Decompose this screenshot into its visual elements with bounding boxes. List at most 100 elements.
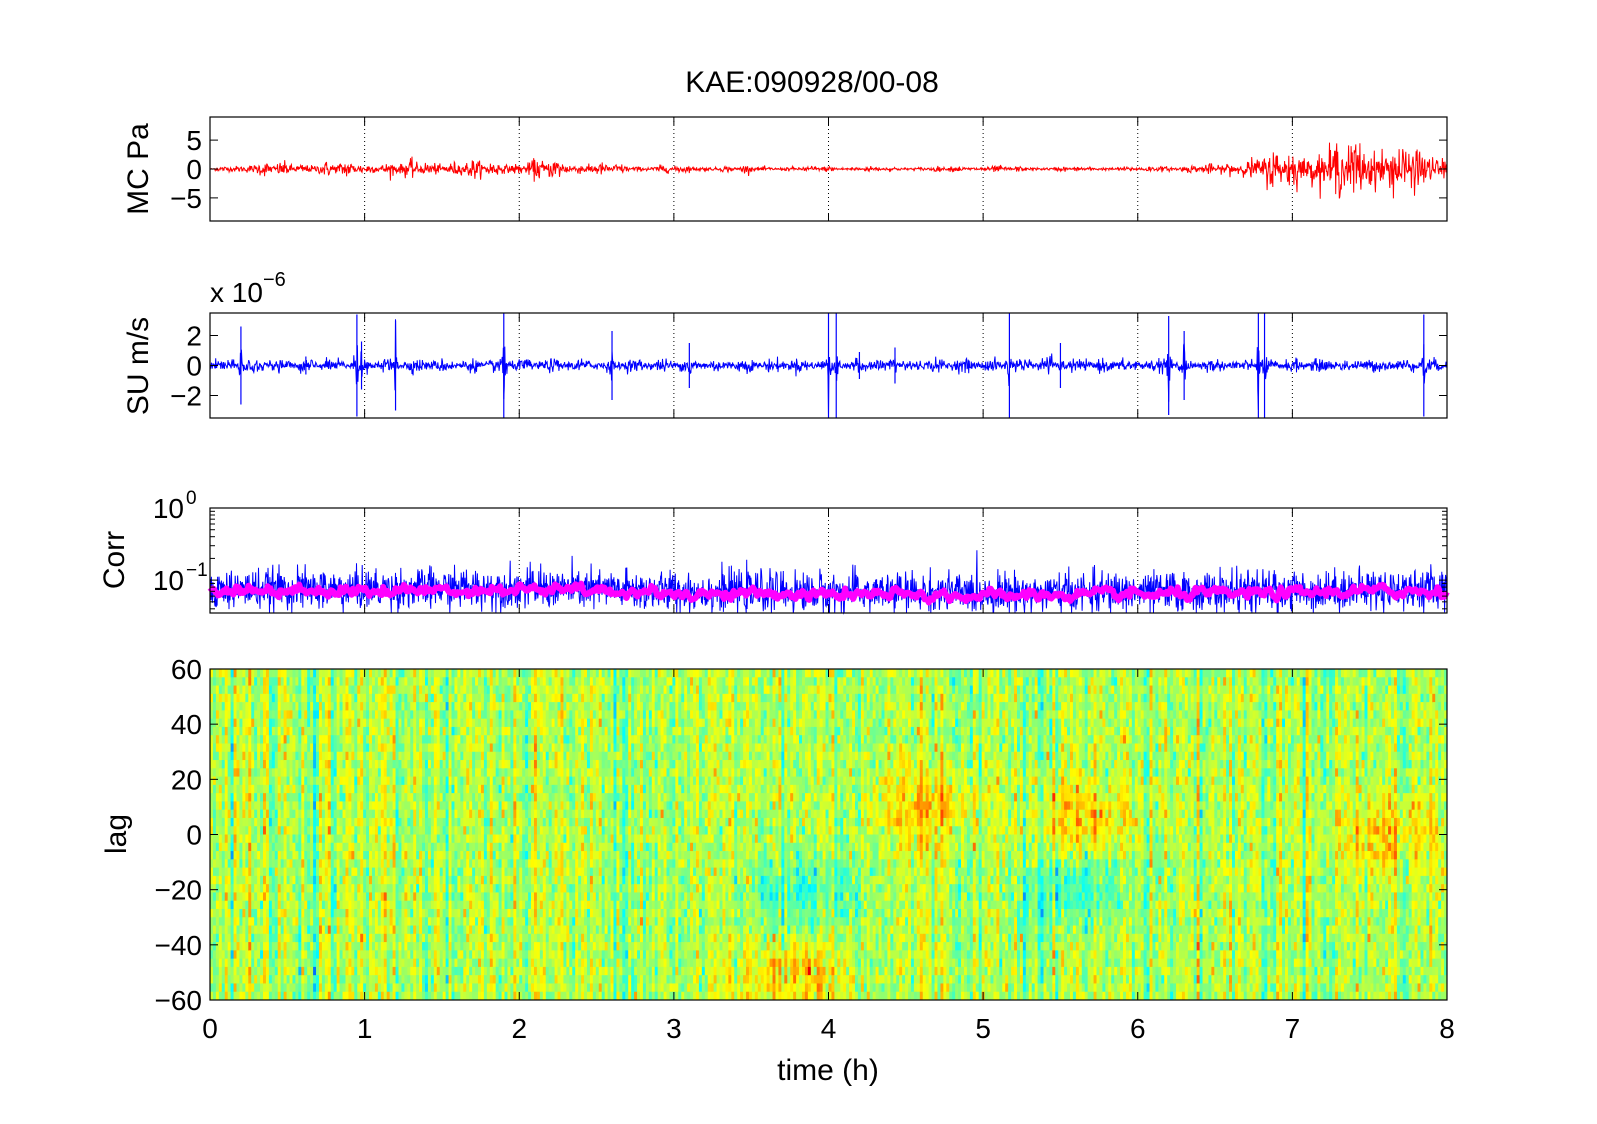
heatmap-cell — [254, 917, 258, 927]
heatmap-cell — [236, 859, 241, 869]
heatmap-cell — [366, 925, 370, 935]
heatmap-cell — [298, 710, 302, 720]
heatmap-cell — [339, 760, 344, 769]
heatmap-cell — [301, 784, 305, 794]
heatmap-cell — [427, 826, 432, 836]
heatmap-cell — [395, 991, 400, 1000]
corr-axes-frame — [209, 507, 1448, 614]
heatmap-cell — [260, 884, 264, 894]
heatmap-cell — [401, 834, 405, 844]
heatmap-cell — [265, 702, 270, 711]
heatmap-cell — [283, 801, 288, 811]
heatmap-cell — [369, 942, 373, 951]
heatmap-cell — [348, 892, 352, 902]
heatmap-cell — [351, 884, 355, 894]
heatmap-cell — [324, 966, 329, 976]
heatmap-cell — [430, 826, 435, 836]
heatmap-cell — [410, 710, 414, 720]
heatmap-cell — [242, 776, 246, 786]
heatmap-cell — [233, 685, 238, 695]
heatmap-cell — [280, 784, 285, 794]
heatmap-cell — [377, 726, 382, 736]
heatmap-cell — [236, 784, 241, 794]
heatmap-cell — [221, 851, 226, 860]
heatmap-cell — [212, 776, 217, 786]
heatmap-cell — [263, 942, 267, 951]
heatmap-cell — [233, 768, 238, 778]
heatmap-cell — [242, 917, 246, 927]
heatmap-cell — [386, 900, 391, 910]
heatmap-cell — [416, 817, 420, 827]
heatmap-cell — [274, 768, 279, 778]
heatmap-cell — [283, 677, 288, 687]
heatmap-cell — [295, 817, 299, 827]
heatmap-cell — [268, 842, 273, 852]
heatmap-cell — [413, 793, 417, 803]
heatmap-cell — [295, 826, 299, 836]
heatmap-cell — [271, 834, 276, 844]
heatmap-cell — [301, 975, 305, 985]
heatmap-cell — [274, 842, 279, 852]
heatmap-cell — [268, 793, 273, 803]
heatmap-cell — [374, 710, 379, 720]
heatmap-cell — [339, 875, 344, 885]
heatmap-cell — [313, 685, 317, 695]
heatmap-cell — [401, 760, 405, 769]
heatmap-cell — [398, 950, 403, 960]
heatmap-cell — [380, 925, 385, 935]
y-tick-label: 5 — [186, 125, 202, 156]
heatmap-cell — [422, 867, 426, 877]
heatmap-cell — [404, 950, 408, 960]
heatmap-cell — [212, 875, 217, 885]
heatmap-cell — [357, 801, 361, 811]
heatmap-cell — [233, 859, 238, 869]
heatmap-cell — [371, 991, 376, 1000]
heatmap-cell — [398, 768, 403, 778]
heatmap-cell — [230, 983, 235, 993]
heatmap-cell — [248, 966, 252, 976]
heatmap-cell — [380, 908, 385, 918]
heatmap-cell — [318, 900, 323, 910]
heatmap-cell — [336, 793, 341, 803]
heatmap-cell — [245, 942, 249, 951]
heatmap-cell — [289, 776, 294, 786]
heatmap-cell — [212, 751, 217, 761]
heatmap-cell — [283, 842, 288, 852]
heatmap-cell — [422, 793, 426, 803]
heatmap-cell — [398, 842, 403, 852]
heatmap-cell — [212, 842, 217, 852]
heatmap-cell — [280, 768, 285, 778]
heatmap-cell — [330, 710, 335, 720]
heatmap-cell — [280, 842, 285, 852]
heatmap-cell — [410, 950, 414, 960]
heatmap-cell — [339, 743, 344, 753]
heatmap-cell — [251, 834, 255, 844]
heatmap-cell — [289, 809, 294, 819]
heatmap-cell — [263, 917, 267, 927]
heatmap-cell — [215, 917, 220, 927]
heatmap-cell — [257, 735, 261, 745]
heatmap-cell — [351, 826, 355, 836]
heatmap-cell — [292, 983, 297, 993]
heatmap-cell — [218, 669, 223, 678]
heatmap-cell — [245, 718, 249, 728]
heatmap-cell — [245, 950, 249, 960]
heatmap-cell — [374, 851, 379, 860]
heatmap-cell — [301, 710, 305, 720]
heatmap-cell — [413, 677, 417, 687]
heatmap-cell — [366, 669, 370, 678]
heatmap-cell — [283, 693, 288, 703]
heatmap-cell — [392, 991, 397, 1000]
heatmap-cell — [274, 908, 279, 918]
heatmap-cell — [277, 776, 282, 786]
heatmap-cell — [336, 958, 341, 968]
heatmap-cell — [339, 892, 344, 902]
heatmap-cell — [389, 743, 394, 753]
heatmap-cell — [295, 867, 299, 877]
heatmap-cell — [377, 677, 382, 687]
heatmap-cell — [260, 983, 264, 993]
heatmap-cell — [416, 685, 420, 695]
heatmap-cell — [401, 768, 405, 778]
heatmap-cell — [307, 983, 311, 993]
heatmap-cell — [212, 851, 217, 860]
